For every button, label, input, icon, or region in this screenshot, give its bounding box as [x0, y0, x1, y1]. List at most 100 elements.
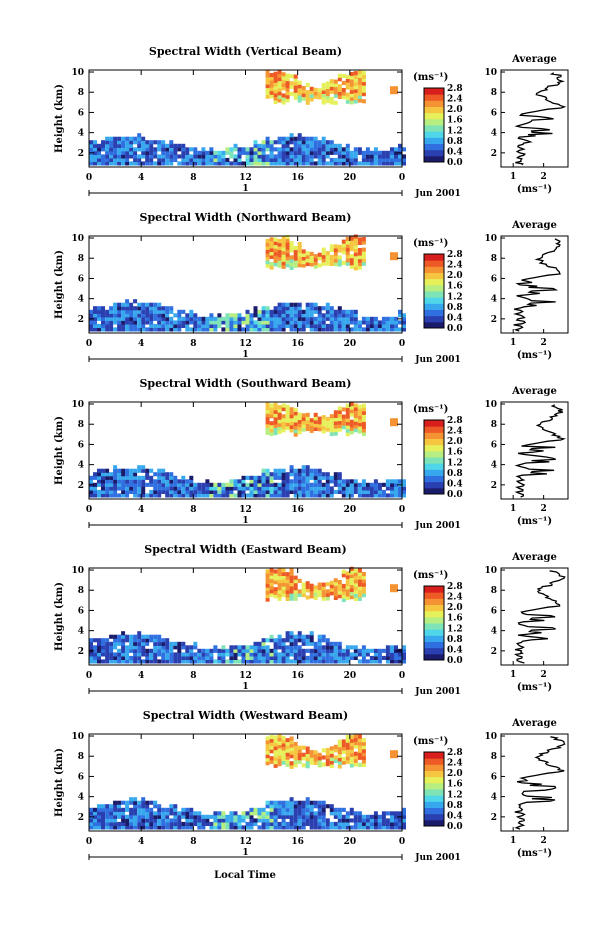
- heatmap-cell: [161, 468, 166, 473]
- heatmap-cell: [285, 238, 290, 243]
- heatmap-cell: [133, 157, 138, 162]
- heatmap-cell: [317, 814, 322, 819]
- heatmap-cell: [369, 659, 374, 664]
- heatmap-cell: [369, 493, 374, 498]
- heatmap-cell: [205, 818, 210, 823]
- heatmap-cell: [121, 645, 126, 650]
- heatmap-cell: [213, 482, 218, 487]
- heatmap-cell: [365, 814, 370, 819]
- heatmap-cell: [273, 140, 278, 145]
- heatmap-cell: [357, 95, 362, 100]
- heatmap-cell: [353, 645, 358, 650]
- heatmap-cell: [349, 581, 354, 586]
- heatmap-cell: [277, 246, 282, 251]
- heatmap-cell: [181, 645, 186, 650]
- heatmap-cell: [361, 482, 366, 487]
- heatmap-cell: [285, 648, 290, 653]
- heatmap-cell: [105, 327, 110, 332]
- heatmap-cell: [321, 247, 326, 252]
- heatmap-cell: [109, 814, 114, 819]
- colorbar-segment: [424, 647, 444, 655]
- heatmap-cell: [269, 493, 274, 498]
- heatmap-cell: [317, 752, 322, 757]
- heatmap-cell: [145, 821, 150, 826]
- heatmap-cell: [349, 82, 354, 87]
- heatmap-cell: [353, 428, 358, 433]
- heatmap-cell: [269, 316, 274, 321]
- heatmap-cell: [281, 161, 286, 166]
- heatmap-cell: [173, 652, 178, 657]
- heatmap-cell: [341, 807, 346, 812]
- heatmap-cell: [233, 645, 238, 650]
- heatmap-cell: [269, 237, 274, 242]
- colorbar-segment: [424, 776, 444, 784]
- heatmap-cell: [277, 468, 282, 473]
- heatmap-cell: [301, 648, 306, 653]
- heatmap-cell: [365, 482, 370, 487]
- heatmap-cell: [253, 641, 258, 646]
- heatmap-cell: [273, 652, 278, 657]
- heatmap-cell: [277, 140, 282, 145]
- heatmap-cell: [345, 403, 350, 408]
- heatmap-cell: [217, 493, 222, 498]
- heatmap-cell: [209, 493, 214, 498]
- heatmap-cell: [113, 479, 118, 484]
- heatmap-cell: [105, 150, 110, 155]
- x-tick-label: 8: [190, 173, 196, 183]
- heatmap-cell: [241, 327, 246, 332]
- heatmap-cell: [293, 742, 298, 747]
- heatmap-cell: [321, 586, 326, 591]
- heatmap-cell: [125, 157, 130, 162]
- colorbar-segment: [424, 266, 444, 273]
- heatmap-cell: [297, 91, 302, 96]
- heatmap-cell: [313, 140, 318, 145]
- heatmap-cell: [265, 427, 270, 432]
- colorbar-segment: [424, 819, 444, 827]
- heatmap-cell: [237, 652, 242, 657]
- heatmap-cell: [217, 655, 222, 660]
- heatmap-cell: [329, 659, 334, 664]
- heatmap-cell: [113, 818, 118, 823]
- heatmap-cell: [353, 266, 358, 271]
- heatmap-cell: [173, 482, 178, 487]
- heatmap-cell: [233, 655, 238, 660]
- heatmap-cell: [353, 755, 358, 760]
- heatmap-cell: [277, 320, 282, 325]
- profile-y-tick-label: 6: [491, 772, 497, 782]
- heatmap-cell: [377, 157, 382, 162]
- heatmap-cell: [313, 423, 318, 428]
- heatmap-cell: [129, 475, 134, 480]
- heatmap-cell: [281, 825, 286, 830]
- heatmap-cell: [277, 323, 282, 328]
- heatmap-cell: [257, 807, 262, 812]
- heatmap-cell: [293, 249, 298, 254]
- heatmap-cell: [285, 579, 290, 584]
- heatmap-cell: [345, 316, 350, 321]
- heatmap-cell: [305, 634, 310, 639]
- heatmap-cell: [125, 306, 130, 311]
- heatmap-cell: [189, 645, 194, 650]
- heatmap-cell: [333, 655, 338, 660]
- heatmap-cell: [229, 313, 234, 318]
- heatmap-cell: [269, 482, 274, 487]
- heatmap-cell: [313, 821, 318, 826]
- heatmap-cell: [285, 408, 290, 413]
- heatmap-cell: [369, 648, 374, 653]
- heatmap-cell: [269, 578, 274, 583]
- heatmap-cell: [337, 259, 342, 264]
- heatmap-cell: [381, 316, 386, 321]
- heatmap-cell: [309, 760, 314, 765]
- heatmap-cell: [245, 811, 250, 816]
- heatmap-cell: [390, 161, 394, 166]
- heatmap-cell: [301, 96, 306, 101]
- colorbar-tick-label: 1.6: [447, 282, 463, 292]
- heatmap-cell: [345, 489, 350, 494]
- heatmap-cell: [341, 655, 346, 660]
- heatmap-cell: [257, 482, 262, 487]
- heatmap-cell: [273, 760, 278, 765]
- heatmap-cell: [349, 75, 354, 80]
- heatmap-cell: [225, 157, 230, 162]
- profile-frame: [500, 733, 569, 832]
- heatmap-cell: [157, 157, 162, 162]
- heatmap-cell: [297, 84, 302, 89]
